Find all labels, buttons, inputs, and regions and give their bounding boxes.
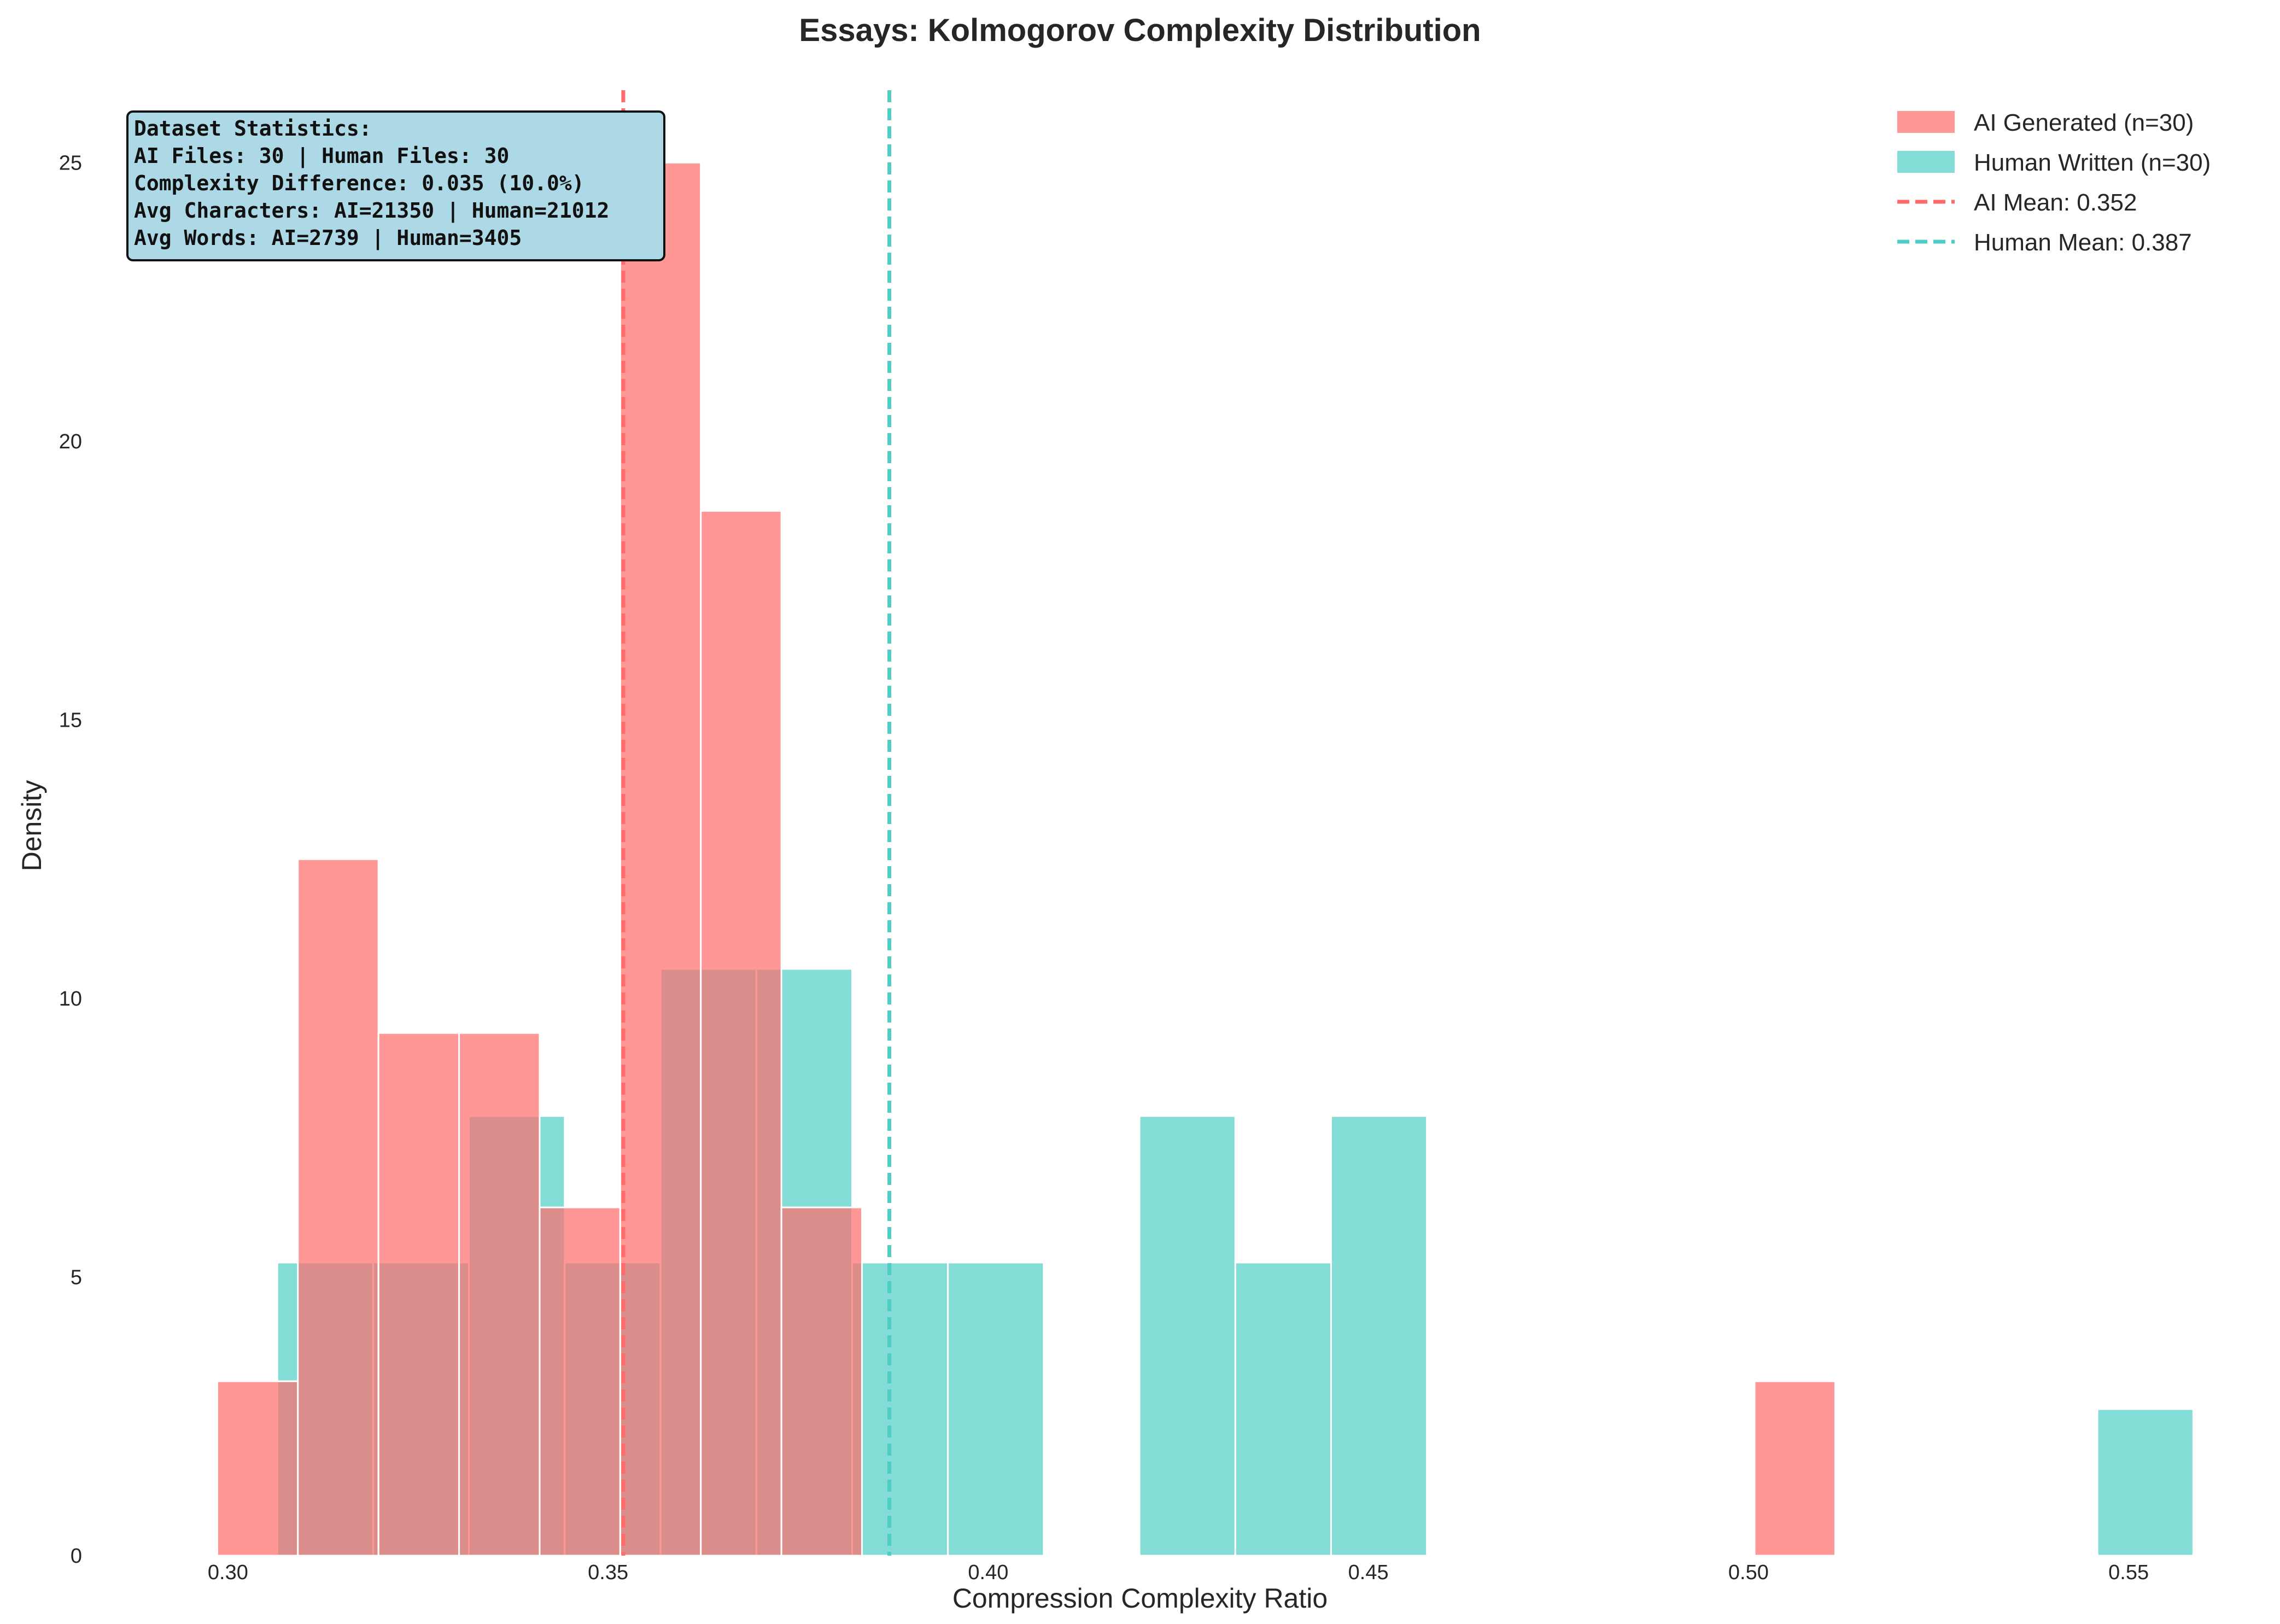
y-axis-ticks: 0 5 10 15 20 25 (59, 151, 82, 1568)
legend-label-ai-mean: AI Mean: 0.352 (1974, 189, 2137, 216)
legend-item-human-written: Human Written (n=30) (1897, 149, 2211, 176)
x-tick-label: 0.50 (1728, 1561, 1769, 1584)
human-histogram-bar (1234, 1261, 1332, 1557)
legend-label-human: Human Written (n=30) (1974, 149, 2211, 176)
human-histogram-bar (1138, 1115, 1236, 1557)
y-tick-label: 10 (59, 988, 82, 1010)
y-axis-label: Density (16, 780, 47, 872)
y-tick-label: 15 (59, 709, 82, 732)
legend: AI Generated (n=30) Human Written (n=30)… (1897, 109, 2211, 256)
ai-histogram-bar (458, 1032, 541, 1557)
dataset-statistics-box: Dataset Statistics: AI Files: 30 | Human… (126, 110, 665, 261)
y-tick-label: 5 (71, 1266, 82, 1289)
x-tick-label: 0.40 (968, 1561, 1008, 1584)
human-histogram-bar (947, 1261, 1045, 1557)
y-tick-label: 25 (59, 151, 82, 174)
x-axis-ticks: 0.30 0.35 0.40 0.45 0.50 0.55 (208, 1561, 2149, 1584)
ai-histogram-bar (700, 510, 782, 1557)
x-tick-label: 0.55 (2108, 1561, 2149, 1584)
stats-line: Complexity Difference: 0.035 (10.0%) (134, 171, 584, 195)
legend-swatch-ai (1897, 111, 1955, 133)
human-histogram-bar (2096, 1408, 2194, 1557)
stats-box-background (126, 110, 665, 261)
stats-line: Dataset Statistics: (134, 116, 372, 141)
y-tick-label: 20 (59, 430, 82, 453)
stats-line: AI Files: 30 | Human Files: 30 (134, 144, 509, 168)
y-tick-label: 0 (71, 1545, 82, 1568)
ai-histogram-bar (297, 858, 379, 1557)
human-histogram-bar (851, 1261, 949, 1557)
ai-histogram-bar (619, 161, 702, 1557)
human-histogram-bar (1330, 1115, 1428, 1557)
stats-line: Avg Characters: AI=21350 | Human=21012 (134, 198, 609, 223)
legend-item-ai-generated: AI Generated (n=30) (1897, 109, 2194, 136)
legend-label-ai: AI Generated (n=30) (1974, 109, 2194, 136)
x-tick-label: 0.45 (1348, 1561, 1389, 1584)
x-axis-label: Compression Complexity Ratio (952, 1583, 1328, 1614)
x-tick-label: 0.35 (588, 1561, 628, 1584)
ai-bars-group (216, 161, 1836, 1557)
ai-histogram-bar (377, 1032, 460, 1557)
ai-histogram-bar (780, 1206, 863, 1557)
x-tick-label: 0.30 (208, 1561, 248, 1584)
legend-swatch-human (1897, 151, 1955, 173)
stats-line: Avg Words: AI=2739 | Human=3405 (134, 226, 522, 250)
ai-histogram-bar (539, 1206, 621, 1557)
ai-histogram-bar (216, 1380, 299, 1557)
ai-histogram-bar (1753, 1380, 1836, 1557)
legend-item-ai-mean: AI Mean: 0.352 (1897, 189, 2137, 216)
legend-item-human-mean: Human Mean: 0.387 (1897, 229, 2192, 256)
legend-label-human-mean: Human Mean: 0.387 (1974, 229, 2192, 256)
chart-title: Essays: Kolmogorov Complexity Distributi… (799, 13, 1481, 48)
mean-lines-group (621, 90, 892, 1556)
